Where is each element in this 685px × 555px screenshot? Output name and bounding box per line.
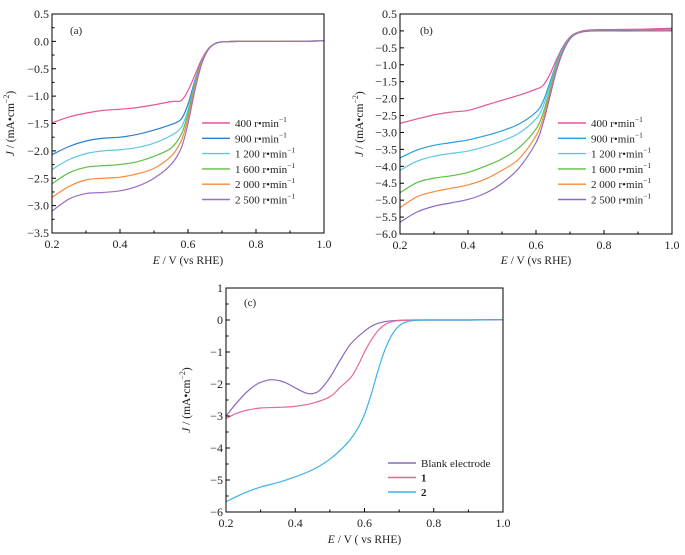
plot-frame: [225, 287, 504, 513]
legend-label: 1: [421, 473, 427, 485]
legend-label: 1 600 r•min−1: [235, 161, 295, 176]
y-tick-label: 0.0: [382, 24, 397, 38]
y-axis-label: J / (mA•cm−2): [351, 91, 366, 157]
legend-label: 900 r•min−1: [591, 130, 643, 145]
x-tick-label: 0.2: [393, 238, 408, 252]
x-tick-label: 1.0: [665, 238, 680, 252]
panel-b: 0.2 0.4 0.6 0.8 1.0 0.5 0.0 −0.5 −1.0 −1.5 −2.0 −2.…: [351, 7, 680, 267]
y-tick-label: 0.5: [34, 7, 49, 21]
series-line-1: [225, 319, 504, 417]
legend: Blank electrode 1 2: [388, 458, 490, 499]
panel-a: 0.2 0.4 0.6 0.8 1.0 0.5 0.0 −0.5 −1.0 −1.5 −2.0 −2.…: [2, 7, 332, 267]
x-tick-label: 0.4: [461, 238, 476, 252]
panel-label: (c): [244, 297, 257, 309]
legend-label: Blank electrode: [421, 458, 490, 470]
y-tick-label: −2: [210, 377, 223, 391]
legend-label: 1 200 r•min−1: [235, 146, 295, 161]
panel-label: (a): [70, 25, 83, 37]
y-tick-label: −3.5: [375, 142, 397, 156]
y-axis-label: J / (mA•cm−2): [2, 91, 17, 157]
panel-label: (b): [420, 25, 433, 37]
y-tick-label: 1: [217, 281, 223, 295]
y-tick-label: −5: [210, 473, 223, 487]
y-tick-label: −3.0: [375, 125, 397, 139]
x-tick-label: 0.2: [219, 516, 234, 530]
series-line-1: [399, 27, 673, 124]
x-tick-label: 0.4: [113, 237, 128, 251]
y-tick-label: −2.0: [27, 144, 49, 158]
x-tick-label: 0.6: [181, 237, 196, 251]
series-line-6: [51, 40, 325, 212]
y-tick-label: −0.5: [375, 41, 397, 55]
legend-label: 400 r•min−1: [591, 115, 643, 130]
legend-label: 2 500 r•min−1: [235, 192, 295, 207]
y-tick-label: −4: [210, 441, 223, 455]
y-tick-label: −5.5: [375, 210, 397, 224]
x-axis-label: E / V (vs RHE): [152, 255, 224, 267]
series-line-2: [225, 319, 504, 420]
x-tick-label: 1.0: [496, 516, 511, 530]
y-tick-label: −1.5: [375, 75, 397, 89]
x-tick-label: 0.2: [45, 237, 60, 251]
y-tick-label: −1.5: [27, 117, 49, 131]
x-tick-label: 0.8: [249, 237, 264, 251]
x-tick-label: 0.8: [597, 238, 612, 252]
legend-label: 2 000 r•min−1: [591, 176, 651, 191]
y-tick-label: −1.0: [27, 89, 49, 103]
y-tick-label: −6: [210, 505, 223, 519]
y-tick-label: −3.5: [27, 226, 49, 240]
series-group: [225, 319, 504, 503]
x-tick-label: 0.6: [357, 516, 372, 530]
x-tick-label: 0.6: [529, 238, 544, 252]
legend-label: 2 500 r•min−1: [591, 192, 651, 207]
y-tick-label: −2.0: [375, 92, 397, 106]
y-tick-label: −1: [210, 345, 223, 359]
y-tick-label: −5.0: [375, 193, 397, 207]
legend-label: 900 r•min−1: [235, 130, 287, 145]
x-tick-label: 0.8: [426, 516, 441, 530]
y-tick-label: −6.0: [375, 227, 397, 241]
y-tick-label: −3: [210, 409, 223, 423]
y-tick-label: −4.0: [375, 159, 397, 173]
y-tick-label: −3.0: [27, 199, 49, 213]
y-tick-label: −2.5: [27, 171, 49, 185]
y-axis-label: J / (mA•cm−2): [178, 367, 193, 433]
x-axis-label: E / V ( vs RHE): [327, 534, 402, 546]
legend-label: 1 600 r•min−1: [591, 161, 651, 176]
x-tick-label: 1.0: [317, 237, 332, 251]
y-tick-label: 0.5: [382, 7, 397, 21]
legend-label: 2: [421, 487, 427, 499]
y-tick-label: −0.5: [27, 62, 49, 76]
legend-label: 2 000 r•min−1: [235, 176, 295, 191]
y-tick-label: 0.0: [34, 34, 49, 48]
legend-label: 1 200 r•min−1: [591, 146, 651, 161]
y-tick-label: −2.5: [375, 109, 397, 123]
y-tick-label: −1.0: [375, 58, 397, 72]
x-axis-label: E / V (vs RHE): [500, 255, 572, 267]
series-group: [51, 40, 325, 212]
y-tick-label: −4.5: [375, 176, 397, 190]
series-line-3: [225, 319, 504, 503]
x-tick-label: 0.4: [288, 516, 303, 530]
legend-label: 400 r•min−1: [235, 115, 287, 130]
y-tick-label: 0: [217, 313, 223, 327]
series-line-6: [399, 30, 672, 223]
series-group: [399, 27, 673, 223]
panel-c: 0.2 0.4 0.6 0.8 1.0 1 0 −1 −2 −3 −4 −5 −6 (c) E / V ( …: [178, 281, 511, 546]
